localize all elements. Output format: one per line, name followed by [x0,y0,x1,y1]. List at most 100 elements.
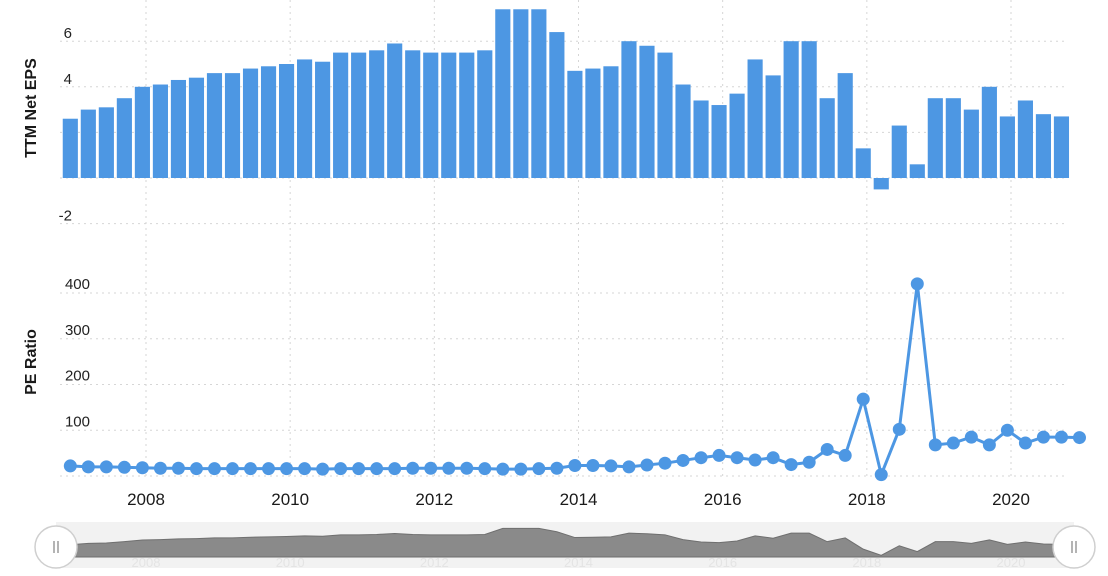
eps-bar [513,9,529,179]
pe-point [334,462,348,476]
navigator[interactable]: 2008 2010 2012 2014 2016 2018 2020 [34,522,1096,570]
pe-point [712,448,726,462]
eps-bar [170,79,187,178]
eps-bar [711,105,727,178]
eps-bar [1035,114,1052,178]
eps-bar [278,64,295,178]
eps-bar [351,52,367,178]
eps-bar [819,98,835,178]
eps-bar [477,50,493,178]
pe-point [568,458,582,472]
eps-bar [891,125,907,178]
pe-point [748,453,762,467]
eps-bar [459,52,475,178]
handle-circle[interactable] [1052,525,1096,569]
pe-axis-title: PE Ratio [23,329,40,395]
eps-y-tick-label: -2 [59,208,72,225]
pe-point [1018,436,1032,450]
navigator-area [69,527,1062,558]
pe-point [406,461,420,475]
pe-point [874,468,888,482]
pe-series-line [70,283,1080,480]
pe-y-tick-label: 400 [65,276,90,293]
eps-bar [369,50,385,178]
grip-icon [1071,541,1077,553]
navigator-handle-left[interactable] [34,525,78,569]
eps-bar [747,59,763,178]
eps-bar [909,164,925,178]
eps-bar [657,52,673,178]
eps-bar [297,59,313,178]
pe-point [352,462,366,476]
eps-bar [531,9,547,179]
eps-bar [188,77,205,178]
pe-point [694,451,708,465]
pe-point [244,462,258,476]
pe-point [370,462,384,476]
pe-point [1036,430,1050,444]
eps-bar [837,73,853,178]
eps-bar [98,107,114,178]
pe-point [784,458,798,472]
x-tick-label: 2012 [415,490,453,509]
x-tick-label: 2020 [992,490,1030,509]
eps-bar [639,45,655,179]
pe-y-tick-label: 100 [65,413,90,430]
pe-point [982,438,996,452]
eps-bar [927,98,943,178]
eps-bar [603,66,619,178]
eps-bar [585,68,601,178]
pe-y-tick-label: 300 [65,322,90,339]
eps-bar [693,100,709,178]
pe-point [928,438,942,452]
eps-bar [315,61,331,178]
pe-point [910,277,924,291]
eps-bar [495,9,511,179]
pe-point [946,436,960,450]
pe-point [892,422,906,436]
pe-point [532,462,546,476]
eps-bar [1053,116,1070,178]
eps-bar [80,109,96,178]
eps-bar [999,116,1015,178]
pe-point [262,462,276,476]
eps-bar [242,68,259,178]
navigator-tick-label: 2018 [852,555,881,570]
eps-bar [729,93,745,178]
eps-bar [567,70,583,178]
eps-y-tick-label: 6 [64,25,72,42]
pe-point [207,462,221,476]
x-tick-label: 2014 [560,490,598,509]
pe-point [316,462,330,476]
pe-point [189,462,203,476]
eps-bar [873,178,889,190]
eps-bar [621,41,637,179]
pe-point [117,460,131,474]
eps-bar [1017,100,1033,178]
navigator-tick-label: 2014 [564,555,593,570]
x-tick-label: 2018 [848,490,886,509]
eps-bar [945,98,961,178]
pe-point [856,392,870,406]
pe-point [99,460,113,474]
pe-point [586,458,600,472]
pe-point [676,453,690,467]
navigator-handle-right[interactable] [1052,525,1096,569]
pe-point [838,448,852,462]
pe-point [135,461,149,475]
pe-point [1054,430,1068,444]
eps-bar [134,86,150,178]
eps-bar [333,52,349,178]
pe-point [820,442,834,456]
pe-point [171,461,185,475]
navigator-tick-label: 2012 [420,555,449,570]
eps-bar [441,52,457,178]
eps-axis-title: TTM Net EPS [23,58,40,158]
pe-point [478,462,492,476]
handle-circle[interactable] [34,525,78,569]
eps-bar [981,86,997,178]
eps-bar [260,66,277,178]
pe-point [550,461,564,475]
pe-point [460,461,474,475]
eps-bar [116,98,132,178]
